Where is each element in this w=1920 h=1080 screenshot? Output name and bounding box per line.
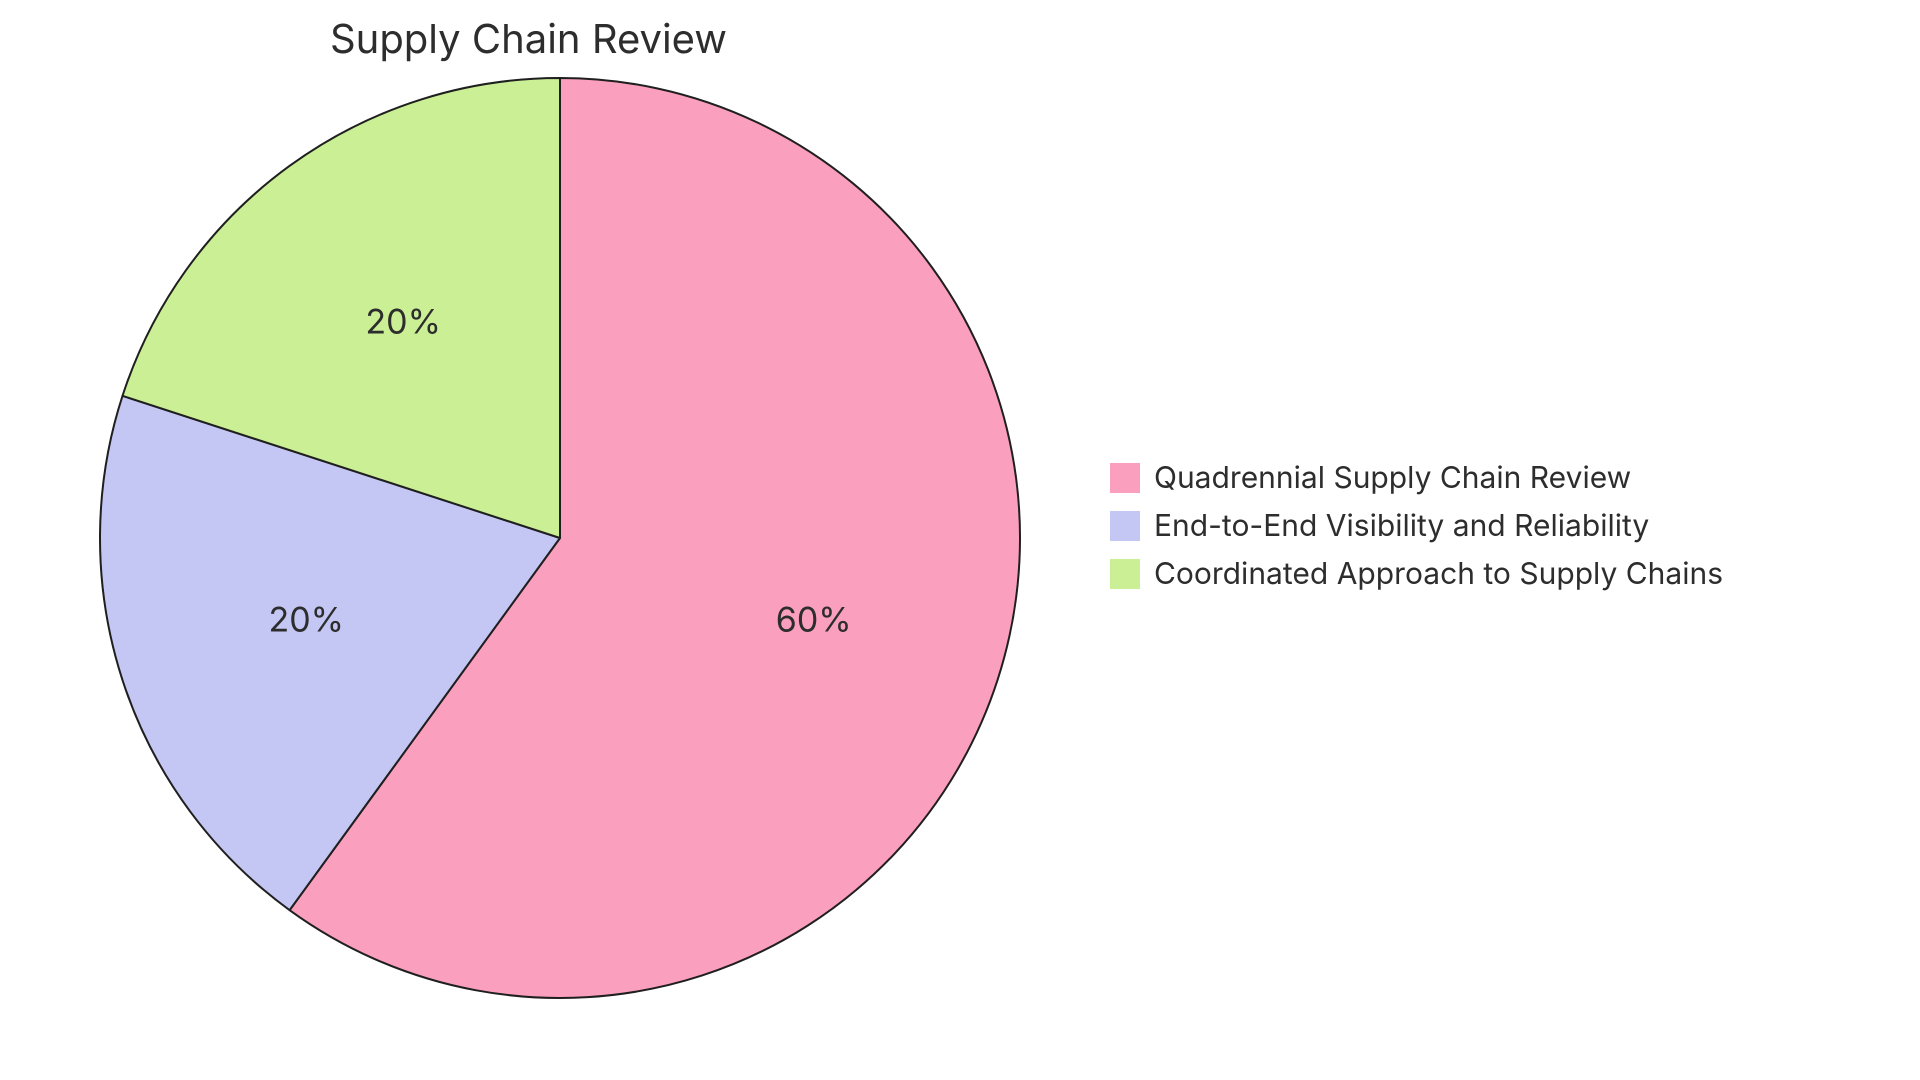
chart-stage: Supply Chain Review 60% 20% 20% Quadrennia… [0, 0, 1920, 1080]
slice-percent-label: 60% [776, 600, 852, 641]
legend-swatch [1110, 511, 1140, 541]
legend-item: Coordinated Approach to Supply Chains [1110, 556, 1723, 592]
legend-label: Quadrennial Supply Chain Review [1154, 460, 1631, 496]
legend-item: Quadrennial Supply Chain Review [1110, 460, 1723, 496]
legend-swatch [1110, 559, 1140, 589]
slice-percent-label: 20% [268, 600, 344, 641]
legend: Quadrennial Supply Chain Review End-to-En… [1110, 460, 1723, 592]
legend-item: End-to-End Visibility and Reliability [1110, 508, 1723, 544]
legend-label: End-to-End Visibility and Reliability [1154, 508, 1649, 544]
pie-chart: 60% 20% 20% [96, 74, 1024, 1002]
slice-percent-label: 20% [365, 302, 441, 343]
chart-title: Supply Chain Review [330, 14, 727, 63]
legend-label: Coordinated Approach to Supply Chains [1154, 556, 1723, 592]
pie-svg [96, 74, 1024, 1002]
legend-swatch [1110, 463, 1140, 493]
